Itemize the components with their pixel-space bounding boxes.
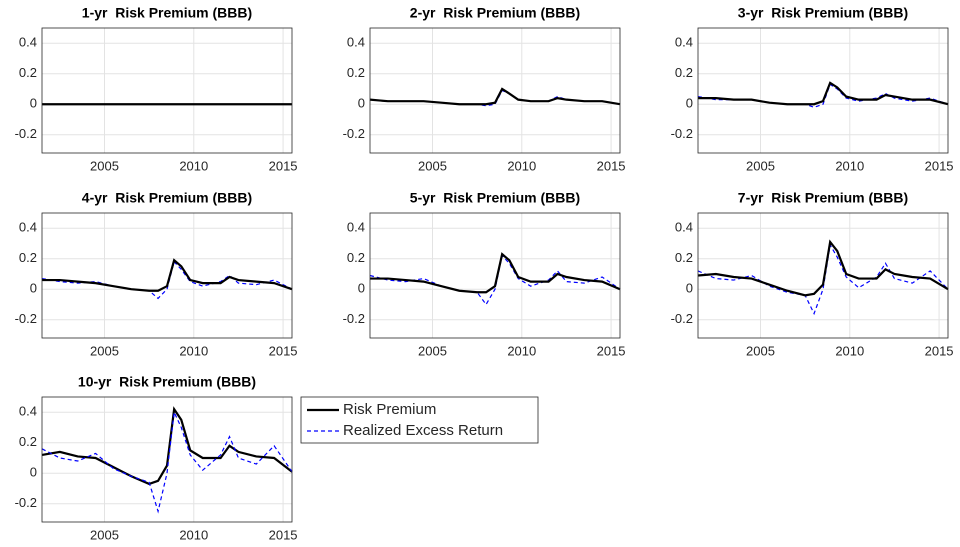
y-tick-label: -0.2 [15,495,37,510]
chart-title: 4-yr Risk Premium (BBB) [82,190,252,206]
x-tick-label: 2010 [507,158,536,173]
x-tick-label: 2015 [269,343,298,358]
x-tick-label: 2010 [179,343,208,358]
series-line [370,252,621,294]
plot-area [370,213,620,338]
y-tick-label: 0 [30,465,37,480]
legend-label: Realized Excess Return [343,422,503,439]
series-line [42,258,293,292]
y-tick-label: 0.2 [19,250,37,265]
x-tick-label: 2015 [925,343,954,358]
x-tick-label: 2015 [269,158,298,173]
y-tick-label: -0.2 [343,126,365,141]
x-tick-label: 2005 [90,343,119,358]
y-tick-label: 0 [30,281,37,296]
chart-title: 3-yr Risk Premium (BBB) [738,5,908,21]
chart-title: 10-yr Risk Premium (BBB) [78,374,256,390]
x-tick-label: 2005 [90,158,119,173]
series-line [369,87,621,106]
axes-box [697,212,949,339]
series-line [697,239,949,297]
x-tick-label: 2015 [269,527,298,542]
plot-area [42,28,292,153]
series-line [698,81,949,106]
y-tick-label: -0.2 [15,126,37,141]
x-tick-label: 2005 [418,158,447,173]
y-tick-label: -0.2 [15,311,37,326]
y-tick-label: 0.2 [19,65,37,80]
y-tick-label: 0.2 [347,65,365,80]
y-tick-label: 0.4 [347,35,365,50]
y-tick-label: 0.4 [19,220,37,235]
y-tick-label: 0.4 [19,404,37,419]
axes-box [369,212,621,339]
series-line [41,406,293,486]
chart-title: 2-yr Risk Premium (BBB) [410,5,580,21]
axes-box [41,396,293,523]
legend-box [300,396,539,444]
x-tick-label: 2010 [507,343,536,358]
x-tick-label: 2005 [746,158,775,173]
y-tick-label: 0 [358,281,365,296]
x-tick-label: 2010 [179,158,208,173]
x-tick-label: 2010 [179,527,208,542]
x-tick-label: 2005 [746,343,775,358]
x-tick-label: 2005 [418,343,447,358]
series-line [41,410,293,514]
x-tick-label: 2015 [925,158,954,173]
axes-box [697,27,949,154]
axes-box [41,27,293,154]
y-tick-label: -0.2 [343,311,365,326]
y-tick-label: -0.2 [671,126,693,141]
x-tick-label: 2010 [835,343,864,358]
y-tick-label: 0 [686,96,693,111]
chart-title: 1-yr Risk Premium (BBB) [82,5,252,21]
y-tick-label: 0.2 [347,250,365,265]
y-tick-label: 0.4 [675,35,693,50]
legend-label: Risk Premium [343,401,436,418]
chart-title: 5-yr Risk Premium (BBB) [410,190,580,206]
x-tick-label: 2015 [597,158,626,173]
plot-area [370,28,620,153]
y-tick-label: 0.4 [675,220,693,235]
plot-area [698,28,948,153]
x-tick-label: 2005 [90,527,119,542]
y-tick-label: 0.2 [675,250,693,265]
y-tick-label: 0.2 [19,434,37,449]
y-tick-label: 0 [30,96,37,111]
axes-box [369,27,621,154]
plot-area [42,213,292,338]
y-tick-label: 0.2 [675,65,693,80]
y-tick-label: 0.4 [347,220,365,235]
y-tick-label: 0 [358,96,365,111]
y-tick-label: 0 [686,281,693,296]
x-tick-label: 2010 [835,158,864,173]
y-tick-label: -0.2 [671,311,693,326]
x-tick-label: 2015 [597,343,626,358]
chart-title: 7-yr Risk Premium (BBB) [738,190,908,206]
axes-box [41,212,293,339]
y-tick-label: 0.4 [19,35,37,50]
